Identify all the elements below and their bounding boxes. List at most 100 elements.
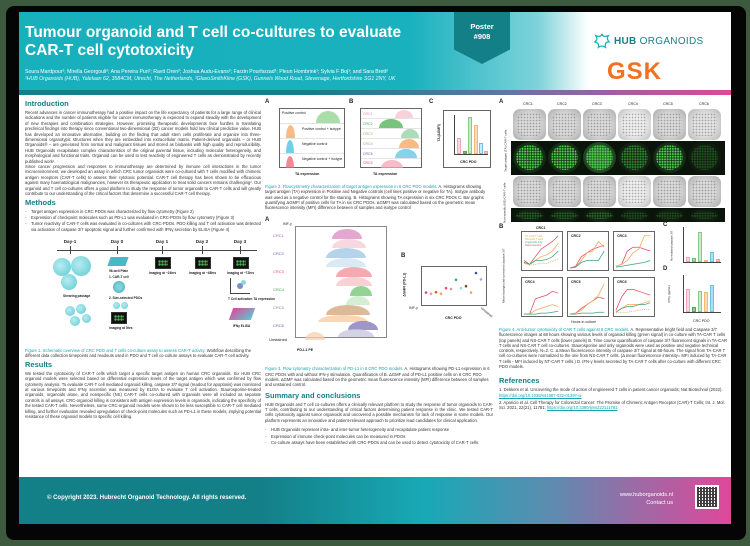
hub-logo-bold: HUB [614,35,637,47]
imaging-screen-icon [111,312,127,325]
organoid-icon [71,256,91,277]
summary-item: Co-culture assays have been established … [265,440,493,446]
timeline-line [57,250,257,252]
time-course-chart-crc2: CRC2 [567,231,609,271]
methods-item: Expression of checkpoint molecules such … [25,215,261,221]
summary-heading: Summary and conclusions [265,390,361,400]
poster-header: Tumour organoid and T cell co-cultures t… [19,12,731,90]
day-label: Day 1 [155,239,169,245]
brightfield-image [688,176,721,207]
references-heading: References [499,376,540,386]
footer-contact: www.huborganoids.nl Contact us [620,491,673,507]
footer-gradient-band: www.huborganoids.nl Contact us [259,477,731,524]
methods-item: Target antigen expression in CRC PDOs wa… [25,209,261,215]
brightfield-image [688,109,721,140]
organoid-icon [65,306,75,317]
brightfield-image [583,176,616,207]
methods-list: Target antigen expression in CRC PDOs wa… [25,209,261,233]
organoid-star-icon [593,33,611,49]
figure-4c-bar-chart [683,227,721,263]
hub-logo-rest: ORGANOIDS [636,35,704,47]
organoid-icon [61,274,77,291]
caspase-fluorescence-image [618,142,651,173]
organoid-icon [70,316,80,327]
introduction-paragraph-2: Since cancer progression and responses t… [25,164,261,197]
brightfield-image [618,109,651,140]
time-course-chart-crc3: CRC3 [613,231,655,271]
author-list: Soura Mardpour¹; Mirella Georgouli²; Ana… [25,69,388,75]
figure-2b-histograms: CRC1 CRC2 CRC3 CRC4 CRC5 CRC6 [360,108,422,168]
column-left: Introduction Recent advances in cancer i… [25,98,275,419]
caspase-fluorescence-image [583,142,616,173]
caspase-fluorescence-image [653,142,686,173]
introduction-heading: Introduction [25,99,69,108]
organoid-icon [76,304,86,315]
day-label: Day 2 [195,239,209,245]
figure-4bcd: B Mean background-corrected caspase 3/7 … [499,222,727,325]
footer-copyright-band: © Copyright 2023. Hubrecht Organoid Tech… [19,477,259,524]
brightfield-image [548,109,581,140]
reference-2-link[interactable]: https://doi.org/10.3390/ijms222111781 [546,405,618,411]
website-link[interactable]: www.huborganoids.nl [619,492,673,498]
figure-2a-histograms: Positive control Positive control + isot… [279,108,345,168]
brightfield-image [653,176,686,207]
reference-1-link[interactable]: https://doi.org/10.1038/s41587-022-01397… [499,392,582,398]
brightfield-image [513,176,546,207]
caspase-fluorescence-image [688,142,721,173]
figure-3: A INF-γ CRC1 CRC2 CRC3 CRC4 CRC5 CRC [265,217,494,353]
copyright-text: © Copyright 2023. Hubrecht Organoid Tech… [47,495,247,501]
brightfield-image [653,109,686,140]
organoid-icon [82,314,91,324]
figure-4-caption: Figure 4. Anti-tumor cytotoxicity of CAR… [499,327,728,370]
gsk-logo: GSK [607,58,663,85]
day-label: Day 3 [233,239,247,245]
flow-plot-icon [230,278,250,295]
day-label: Day-1 [63,239,77,245]
figure-2c-bar-chart: CRC PDO [443,110,491,168]
well-plate-icon [107,257,129,267]
car-t-cell-icon [113,281,125,294]
chart-legend: TA-CAR T cells NS-CAR T cells Organoids … [525,235,544,247]
brightfield-image [583,109,616,140]
header-divider [19,90,731,95]
elisa-plate-icon [228,308,256,321]
affiliations: ¹HUB Organoids (HUB), Yalelaan 62, 3584C… [25,76,396,82]
results-heading: Results [25,359,53,369]
figure-3-caption: Figure 3. Flow cytometry characterizatio… [265,366,490,388]
figure-1-caption: Figure 1. Schematic overview of CRC PDO … [25,348,252,359]
time-course-chart-crc5: CRC5 [567,277,609,317]
brightfield-image [548,176,581,207]
figure-2: A Positive control Positive control + is… [265,99,493,182]
qr-code-icon[interactable] [695,485,719,509]
introduction-paragraph-1: Recent advances in cancer immunotherapy … [25,110,261,164]
summary-paragraph: HUB Organoids and T cell co-cultures off… [265,401,493,423]
poster: Tumour organoid and T cell co-cultures t… [19,12,731,524]
brightfield-image [513,109,546,140]
figure-4d-bar-chart [683,275,721,313]
figure-3a-histograms [295,226,387,339]
summary-item: HUB Organoids represent intra- and inter… [265,427,493,433]
caspase-fluorescence-image [513,142,546,173]
day-label: Day 0 [110,239,124,245]
contact-link[interactable]: Contact us [646,500,673,506]
poster-number: #908 [473,32,491,41]
figure-3b-scatter [421,266,487,307]
imaging-screen-icon [195,257,211,270]
hub-organoids-logo: HUB ORGANOIDS [593,32,703,50]
figure-2-caption: Figure 2. Flowcytometry characterization… [265,184,486,211]
brightfield-image [618,176,651,207]
summary-list: HUB Organoids represent intra- and inter… [265,427,493,446]
poster-number-badge: Poster #908 [454,12,510,64]
organoid-icon [53,258,71,277]
summary-item: Expression of immune check-point molecul… [265,434,493,440]
time-course-chart-crc6: CRC6 [613,277,655,317]
reference-1: 1. Dekkers et al. Uncovering the mode of… [499,387,723,398]
figure-4a-image-grid: A CRC1 CRC2 CRC3 CRC4 CRC5 CRC6 Target a… [499,99,727,225]
column-middle: A Positive control Positive control + is… [265,98,493,447]
imaging-screen-icon [233,257,249,270]
methods-heading: Methods [25,197,56,207]
column-right: A CRC1 CRC2 CRC3 CRC4 CRC5 CRC6 Target a… [499,98,727,411]
caspase-fluorescence-image [548,142,581,173]
imaging-screen-icon [155,257,171,270]
poster-title: Tumour organoid and T cell co-cultures t… [25,24,402,59]
